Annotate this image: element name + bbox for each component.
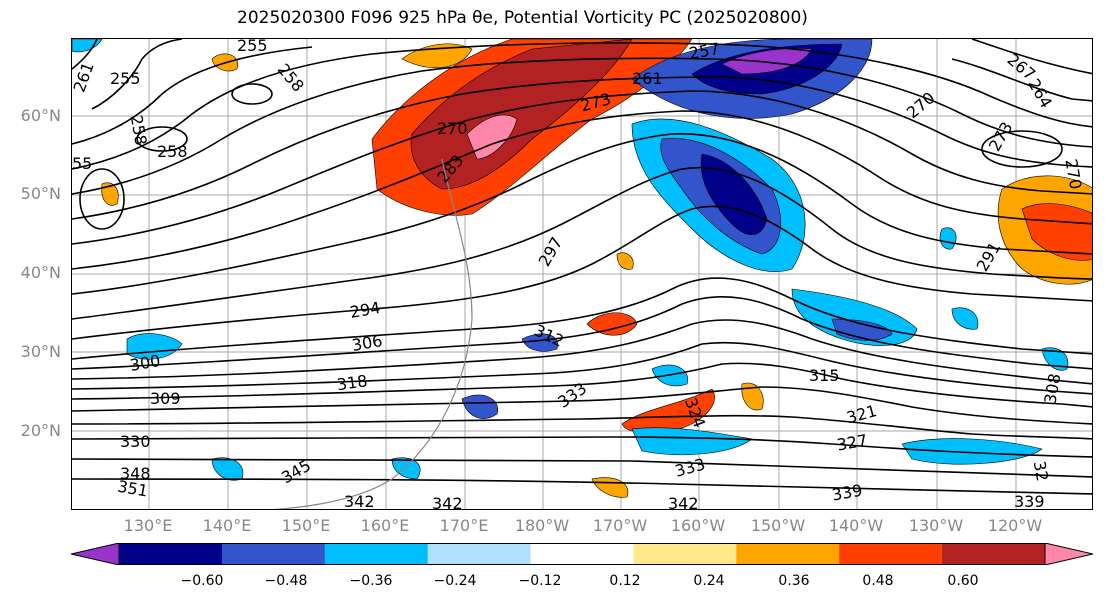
colorbar-tick: 0.48 [862, 573, 894, 589]
colorbar-tick: −0.12 [518, 573, 562, 589]
contour-label: 270 [903, 88, 939, 122]
colorbar-extend-min [71, 543, 120, 565]
colorbar-tick: 0.24 [693, 573, 725, 589]
lat-label-20: 20°N [20, 421, 61, 440]
contour-label: 297 [535, 234, 567, 270]
contour-label: 258 [274, 60, 308, 96]
colorbar-tick: −0.48 [264, 573, 308, 589]
contour-label: 308 [1040, 372, 1064, 405]
lon-label-160w: 160°W [670, 516, 726, 535]
colorbar-segment [942, 543, 1046, 565]
contour-label: 55 [72, 154, 92, 173]
theta-e-contours [72, 39, 1092, 509]
contour-label: 351 [116, 477, 149, 501]
contour-label: 255 [237, 39, 268, 55]
colorbar-tick: −0.36 [349, 573, 393, 589]
colorbar-segment [530, 543, 634, 565]
contour-label: 255 [110, 69, 141, 88]
colorbar-tick: 0.12 [609, 573, 641, 589]
contour-label: 315 [809, 366, 840, 385]
contour-label: 309 [150, 389, 181, 408]
colorbar-tick: −0.24 [433, 573, 477, 589]
pv-shading [72, 39, 1092, 498]
contour-label: 342 [344, 492, 375, 510]
map-canvas: 255 261 258 255 258 258 55 270 283 273 2… [72, 39, 1092, 510]
contour-label: 327 [835, 431, 868, 455]
colorbar-border [118, 543, 1046, 565]
lon-label-130w: 130°W [908, 516, 964, 535]
lat-label-30: 30°N [20, 342, 61, 361]
lon-label-120w: 120°W [987, 516, 1043, 535]
colorbar-segment [633, 543, 737, 565]
lon-label-150e: 150°E [281, 516, 331, 535]
colorbar-tick: 0.60 [947, 573, 979, 589]
contour-label: 318 [336, 371, 369, 394]
contour-label: 330 [120, 432, 151, 451]
contour-labels: 255 261 258 255 258 258 55 270 283 273 2… [72, 39, 1085, 510]
contour-label: 258 [157, 142, 188, 161]
pv-colorbar [71, 543, 1093, 565]
colorbar-extend-max [1044, 543, 1093, 565]
colorbar-tick: 0.36 [778, 573, 810, 589]
contour-label: 258 [127, 114, 151, 147]
contour-label: 270 [437, 119, 468, 138]
lat-label-50: 50°N [20, 184, 61, 203]
colorbar-segment [839, 543, 943, 565]
contour-label: 342 [668, 494, 699, 510]
lon-label-140e: 140°E [202, 516, 252, 535]
map-title: 2025020300 F096 925 hPa θe, Potential Vo… [237, 8, 808, 28]
lon-label-170w: 170°W [592, 516, 648, 535]
contour-label: 339 [830, 481, 863, 505]
contour-label: 333 [673, 455, 707, 481]
contour-label: 291 [973, 239, 1005, 275]
contour-label: 339 [1014, 492, 1045, 510]
contour-label: 348 [120, 464, 151, 483]
lat-label-40: 40°N [20, 263, 61, 282]
contour-label: 32 [1030, 459, 1052, 482]
colorbar-segment [736, 543, 840, 565]
lon-label-180w: 180°W [514, 516, 570, 535]
colorbar-segment [427, 543, 532, 565]
contour-label: 273 [985, 119, 1017, 155]
lat-label-60: 60°N [20, 106, 61, 125]
contour-label: 300 [128, 351, 161, 375]
lon-label-160e: 160°E [360, 516, 410, 535]
colorbar-tick: −0.60 [180, 573, 224, 589]
contour-label: 261 [632, 69, 663, 88]
lon-label-170e: 170°E [439, 516, 489, 535]
contour-label: 321 [844, 401, 878, 427]
map-panel: 255 261 258 255 258 258 55 270 283 273 2… [71, 38, 1093, 510]
lon-label-150w: 150°W [750, 516, 806, 535]
colorbar-segment [324, 543, 429, 565]
colorbar-segment [119, 543, 223, 565]
contour-label: 294 [348, 298, 381, 322]
contour-label: 342 [432, 494, 463, 510]
lon-label-130e: 130°E [123, 516, 173, 535]
lon-label-140w: 140°W [828, 516, 884, 535]
colorbar-segment [221, 543, 326, 565]
